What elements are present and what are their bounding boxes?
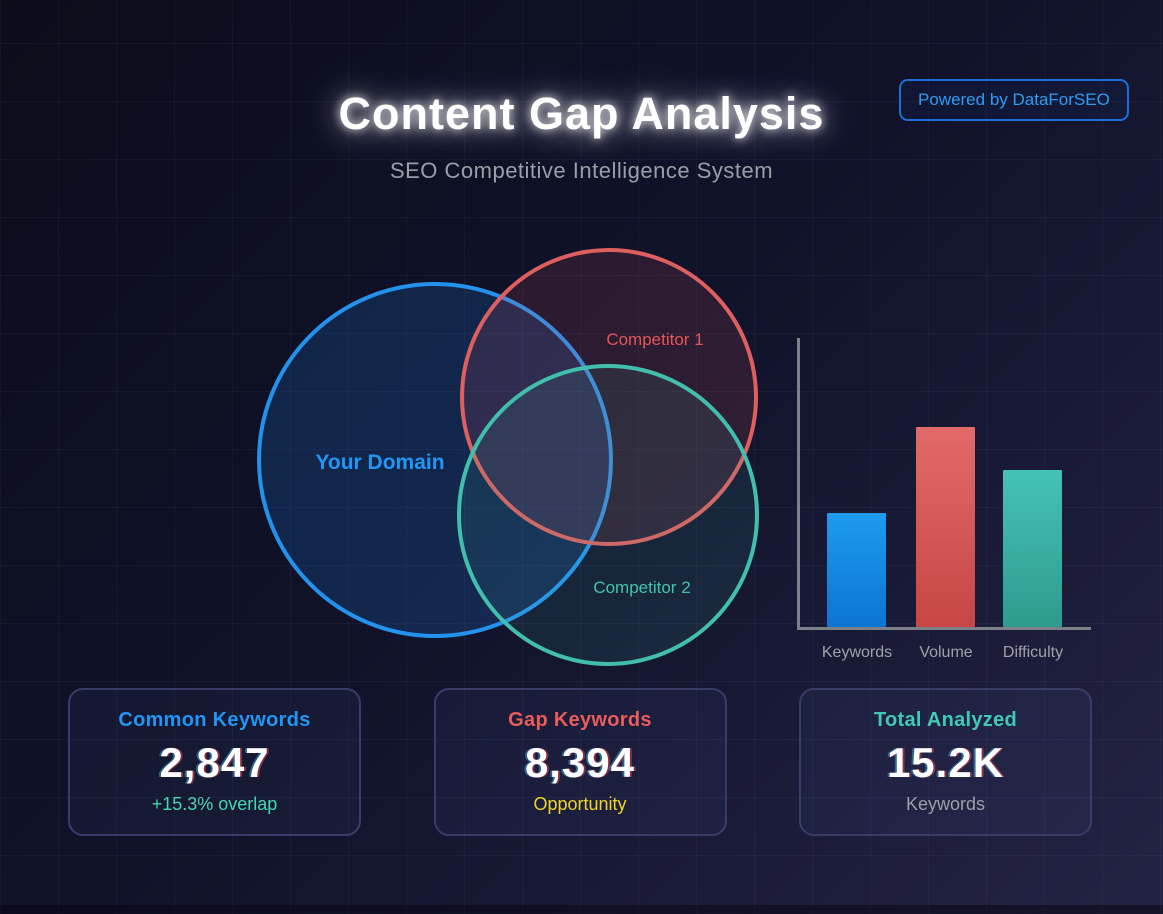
card-subtext: Opportunity [533,794,627,814]
stat-cards-row: Common Keywords 2,847 +15.3% overlap Gap… [68,688,1092,836]
competitor-1-circle [460,248,758,546]
page-title: Content Gap Analysis [338,88,825,139]
venn-label-your-domain: Your Domain [315,451,445,474]
powered-by-badge[interactable]: Powered by DataForSEO [899,79,1129,121]
competitor-2-circle [457,364,759,666]
gap-keywords-card: Gap Keywords 8,394 Opportunity [433,688,727,836]
card-subtext: Keywords [905,794,986,814]
venn-diagram [230,230,790,680]
bar-volume [916,426,975,627]
card-title: Gap Keywords [508,709,652,731]
metrics-bar-chart: Keywords Volume Difficulty [797,338,1091,668]
card-value: 2,847 [159,739,270,786]
card-title: Common Keywords [118,709,311,731]
bottom-edge-strip [0,905,1163,914]
x-tick-keywords: Keywords [821,644,893,661]
venn-label-competitor-1: Competitor 1 [606,330,704,349]
bar-difficulty [1003,469,1062,627]
bar-keywords [827,512,886,627]
chart-axes [797,338,1091,630]
card-subtext: +15.3% overlap [151,794,278,814]
chart-bars [800,341,1091,627]
x-tick-volume: Volume [919,644,973,661]
venn-label-competitor-2: Competitor 2 [593,578,691,597]
card-value: 15.2K [886,739,1005,786]
card-title: Total Analyzed [873,709,1018,731]
powered-by-badge-label: Powered by DataForSEO [918,90,1110,109]
page-subtitle: SEO Competitive Intelligence System [389,158,774,183]
venn-svg [257,248,759,666]
total-analyzed-card: Total Analyzed 15.2K Keywords [799,688,1092,836]
your-domain-circle [257,282,613,638]
x-tick-difficulty: Difficulty [1002,644,1064,661]
common-keywords-card: Common Keywords 2,847 +15.3% overlap [68,688,361,836]
card-value: 8,394 [524,739,636,786]
